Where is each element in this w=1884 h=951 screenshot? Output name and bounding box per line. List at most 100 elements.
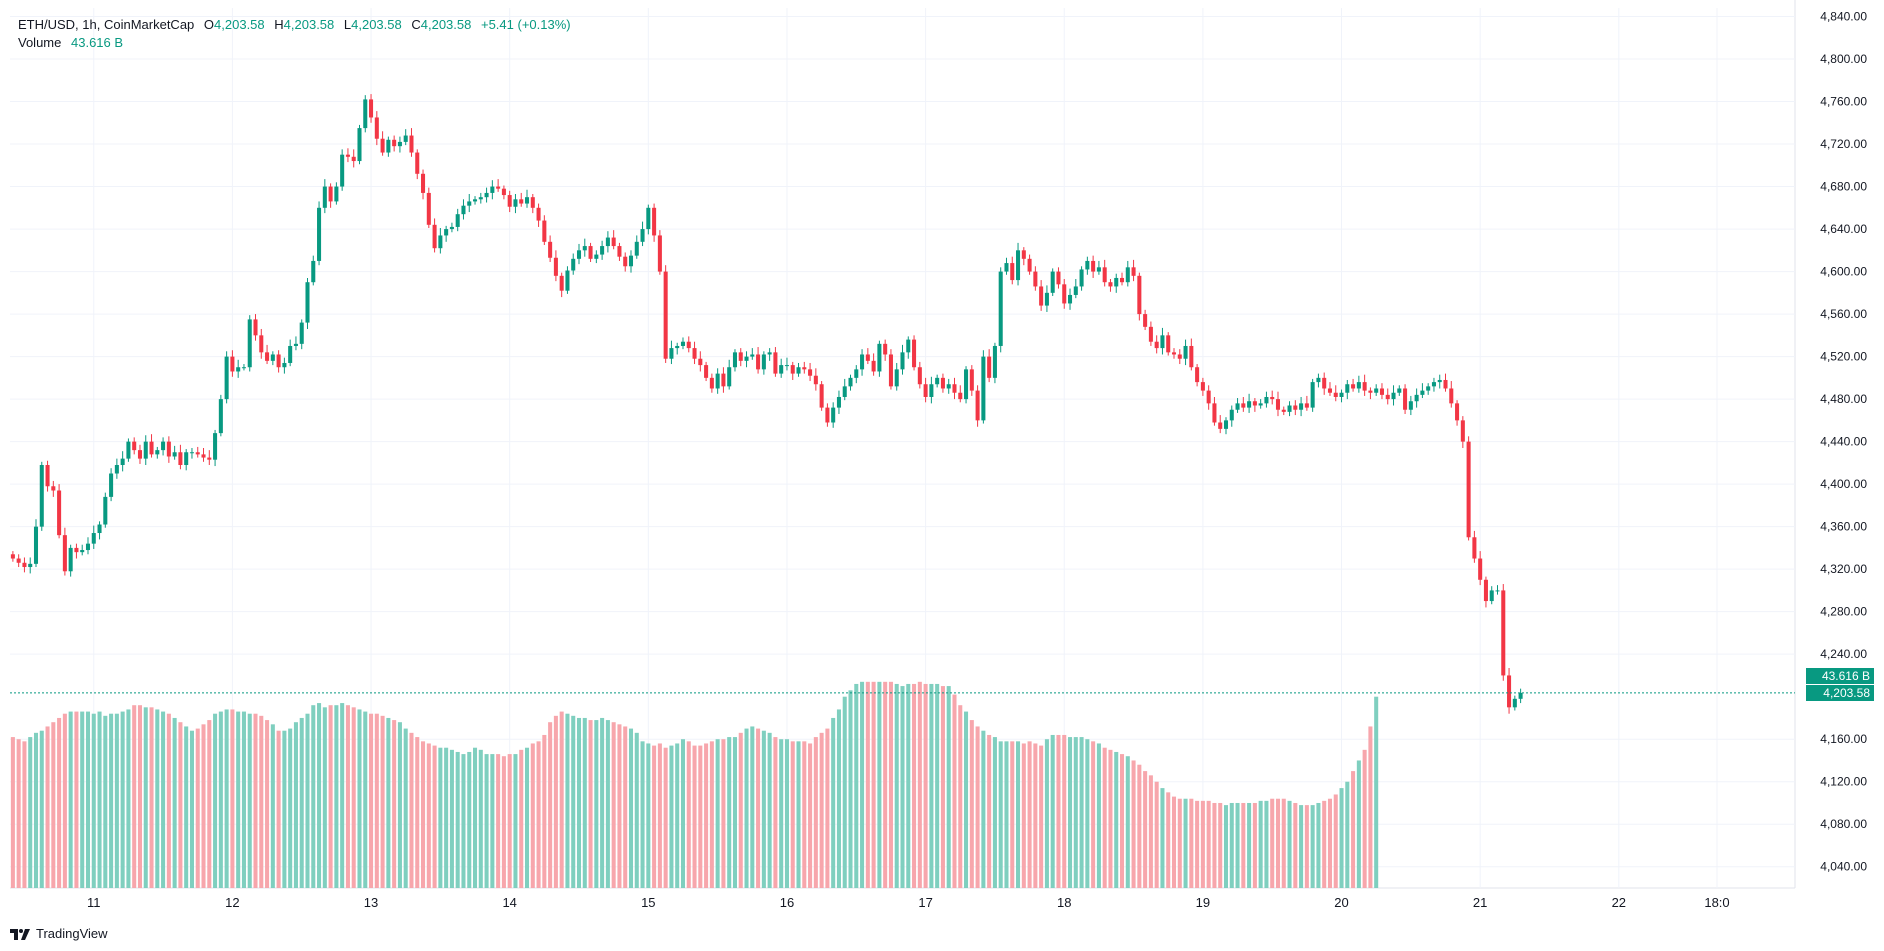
volume-bar bbox=[1102, 747, 1107, 888]
volume-label[interactable]: Volume bbox=[18, 35, 62, 50]
candle-body bbox=[28, 563, 33, 568]
volume-bar bbox=[178, 722, 183, 888]
candle-body bbox=[415, 152, 420, 174]
volume-bar bbox=[998, 741, 1003, 888]
volume-bar bbox=[392, 720, 397, 888]
symbol-title[interactable]: ETH/USD, 1h, CoinMarketCap bbox=[18, 17, 195, 32]
volume-bar bbox=[1016, 741, 1021, 888]
candle-body bbox=[1119, 277, 1125, 283]
candle-body bbox=[293, 343, 298, 346]
tradingview-brand[interactable]: TradingView bbox=[10, 926, 108, 941]
candle-body bbox=[357, 128, 362, 162]
chart-legend: ETH/USD, 1h, CoinMarketCap O4,203.58 H4,… bbox=[18, 17, 571, 32]
candle-body bbox=[1160, 335, 1165, 349]
candle-body bbox=[1403, 388, 1408, 410]
candle-body bbox=[958, 392, 963, 400]
y-tick-label: 4,440.00 bbox=[1820, 435, 1867, 449]
candle-body bbox=[1472, 537, 1477, 559]
volume-bar bbox=[45, 726, 50, 888]
volume-bars bbox=[10, 681, 1379, 888]
candle-body bbox=[1016, 250, 1021, 281]
candle-body bbox=[1281, 409, 1286, 412]
volume-bar bbox=[883, 681, 888, 888]
y-tick-label: 4,160.00 bbox=[1820, 732, 1867, 746]
volume-bar bbox=[496, 754, 501, 888]
candle-body bbox=[646, 207, 651, 230]
candle-body bbox=[692, 348, 697, 359]
candle-body bbox=[1275, 399, 1281, 410]
volume-bar bbox=[415, 737, 420, 888]
volume-bar bbox=[126, 709, 131, 888]
candle-body bbox=[865, 354, 870, 361]
volume-bar bbox=[57, 717, 62, 888]
close-value: 4,203.58 bbox=[420, 17, 472, 32]
volume-bar bbox=[946, 686, 951, 888]
candle-body bbox=[1345, 384, 1350, 393]
volume-bar bbox=[137, 705, 142, 888]
volume-bar bbox=[85, 711, 91, 888]
candle-body bbox=[1241, 403, 1246, 408]
candle-body bbox=[490, 186, 495, 193]
candle-body bbox=[91, 533, 96, 544]
volume-bar bbox=[923, 683, 928, 888]
volume-bar bbox=[530, 743, 535, 888]
candle-body bbox=[421, 173, 426, 193]
candle-body bbox=[1137, 275, 1142, 315]
candle-body bbox=[288, 345, 293, 363]
candle-body bbox=[305, 282, 310, 323]
last-price-tag: 4,203.58 bbox=[1806, 684, 1874, 701]
volume-bar bbox=[1143, 771, 1148, 888]
x-tick-label: 18 bbox=[1057, 895, 1071, 910]
y-tick-label: 4,280.00 bbox=[1820, 605, 1867, 619]
candle-body bbox=[1079, 269, 1084, 287]
candle-body bbox=[317, 207, 322, 261]
volume-bar bbox=[784, 739, 789, 888]
volume-bar bbox=[634, 732, 639, 888]
candle-body bbox=[582, 246, 587, 251]
volume-bar bbox=[218, 711, 223, 888]
volume-bar bbox=[1223, 805, 1229, 888]
candle-body bbox=[877, 343, 882, 372]
volume-bar bbox=[195, 728, 200, 888]
volume-bar bbox=[33, 732, 39, 888]
volume-bar bbox=[1154, 781, 1159, 888]
volume-bar bbox=[166, 713, 171, 888]
candle-body bbox=[628, 255, 634, 267]
candle-body bbox=[467, 201, 472, 206]
volume-bar bbox=[536, 741, 541, 888]
candle-body bbox=[1033, 271, 1038, 287]
volume-bar bbox=[490, 754, 495, 888]
volume-bar bbox=[1310, 805, 1315, 888]
candle-body bbox=[22, 562, 27, 568]
candle-body bbox=[334, 186, 339, 202]
candle-body bbox=[1489, 590, 1494, 602]
volume-bar bbox=[253, 713, 258, 888]
volume-bar bbox=[1206, 800, 1211, 888]
candle-body bbox=[848, 377, 853, 387]
candle-body bbox=[1195, 367, 1200, 383]
volume-bar bbox=[698, 745, 703, 888]
volume-bar bbox=[340, 703, 345, 888]
candle-body bbox=[1131, 267, 1136, 276]
volume-bar bbox=[357, 709, 362, 888]
candle-body bbox=[894, 369, 899, 387]
candle-body bbox=[588, 246, 593, 259]
candle-body bbox=[33, 526, 39, 564]
candle-body bbox=[155, 450, 160, 455]
volume-bar bbox=[860, 681, 865, 888]
candle-body bbox=[657, 235, 662, 272]
volume-bar bbox=[386, 717, 391, 888]
candle-body bbox=[1391, 392, 1396, 400]
volume-bar bbox=[299, 717, 304, 888]
volume-bar bbox=[276, 730, 281, 888]
candle-body bbox=[1189, 345, 1194, 368]
candle-body bbox=[426, 192, 431, 225]
volume-bar bbox=[779, 739, 784, 888]
candle-body bbox=[1362, 382, 1367, 391]
candle-body bbox=[218, 399, 223, 434]
brand-name: TradingView bbox=[36, 926, 108, 941]
volume-bar bbox=[1056, 734, 1061, 888]
volume-bar bbox=[906, 683, 911, 888]
candle-body bbox=[1507, 675, 1512, 708]
